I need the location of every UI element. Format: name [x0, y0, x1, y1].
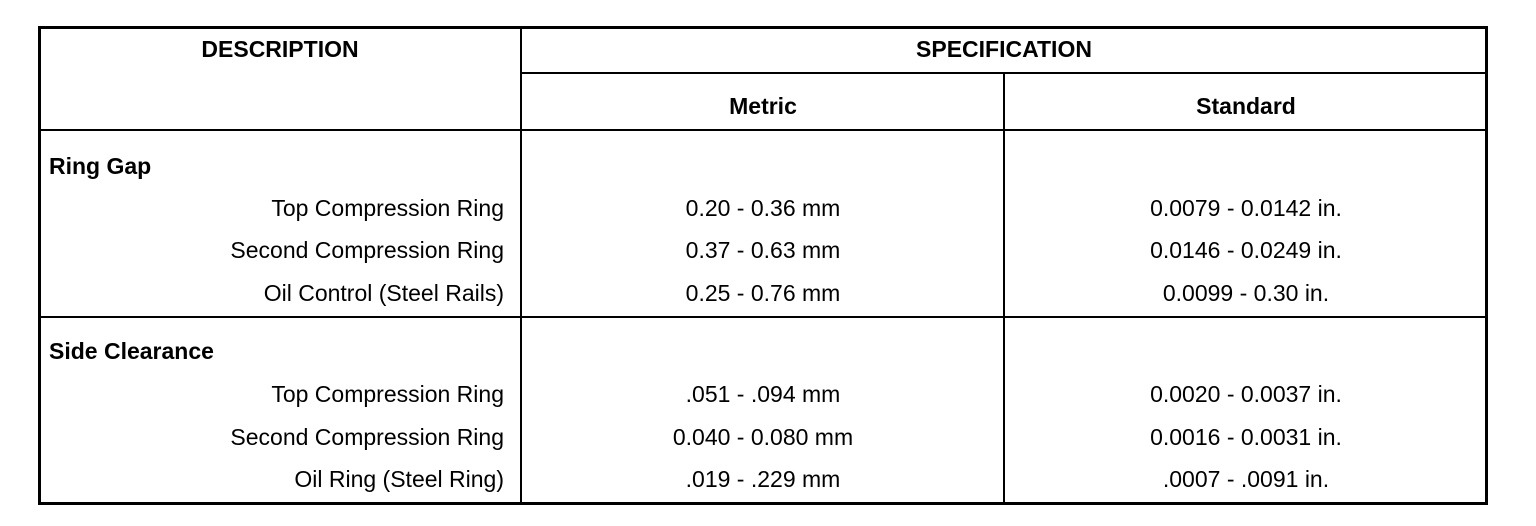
row-metric: .051 - .094 mm	[685, 381, 841, 407]
row-description: Second Compression Ring	[230, 424, 504, 450]
header-metric: Metric	[729, 93, 797, 119]
row-description: Oil Control (Steel Rails)	[263, 280, 504, 306]
row-metric: 0.25 - 0.76 mm	[685, 280, 841, 306]
row-metric: .019 - .229 mm	[685, 466, 841, 492]
header-bottom-divider	[38, 129, 1488, 131]
row-metric: 0.040 - 0.080 mm	[672, 424, 854, 450]
table-border-left	[38, 26, 41, 505]
row-standard: 0.0016 - 0.0031 in.	[1150, 424, 1342, 450]
row-description: Second Compression Ring	[230, 237, 504, 263]
row-metric: 0.37 - 0.63 mm	[685, 237, 841, 263]
row-metric: 0.20 - 0.36 mm	[685, 195, 841, 221]
table-border-top	[38, 26, 1488, 29]
row-description: Top Compression Ring	[271, 195, 504, 221]
row-description: Top Compression Ring	[271, 381, 504, 407]
row-standard: 0.0020 - 0.0037 in.	[1150, 381, 1342, 407]
column-divider	[520, 26, 522, 505]
column-divider	[1003, 72, 1005, 505]
section-title-ring-gap: Ring Gap	[49, 153, 152, 179]
section-title-side-clearance: Side Clearance	[49, 338, 214, 364]
row-standard: 0.0146 - 0.0249 in.	[1150, 237, 1342, 263]
row-standard: 0.0079 - 0.0142 in.	[1150, 195, 1342, 221]
section-divider	[38, 316, 1488, 318]
row-description: Oil Ring (Steel Ring)	[294, 466, 504, 492]
header-subdivider	[520, 72, 1488, 74]
row-standard: 0.0099 - 0.30 in.	[1162, 280, 1330, 306]
header-standard: Standard	[1196, 93, 1296, 119]
table-border-bottom	[38, 502, 1488, 505]
header-specification: SPECIFICATION	[916, 36, 1092, 62]
header-description: DESCRIPTION	[201, 36, 359, 62]
table-border-right	[1485, 26, 1488, 505]
row-standard: .0007 - .0091 in.	[1162, 466, 1330, 492]
